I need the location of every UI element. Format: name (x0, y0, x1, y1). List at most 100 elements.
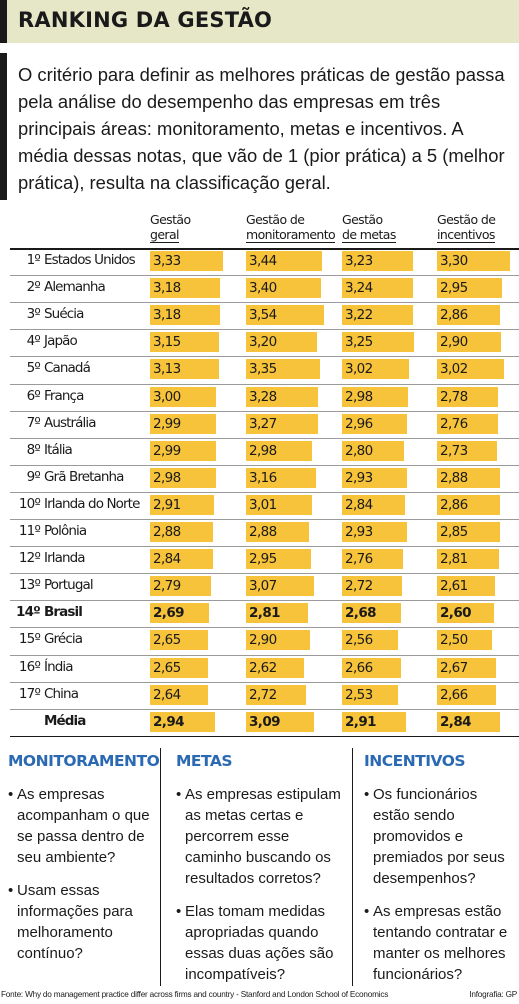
value-label: 2,99 (153, 442, 181, 459)
value-bar (150, 494, 214, 515)
value-label: 2,91 (345, 713, 377, 730)
value-bar (150, 522, 213, 542)
column-header-line: Gestão (150, 212, 191, 227)
value-label: 2,72 (345, 578, 373, 595)
rank-label: 3º (26, 306, 41, 323)
country-name: Irlanda do Norte (44, 495, 140, 512)
value-label: 2,90 (249, 632, 277, 649)
value-label: 2,84 (345, 496, 373, 513)
value-bar (150, 576, 211, 597)
column-header-line: de metas (342, 227, 396, 243)
value-label: 3,27 (249, 415, 277, 432)
value-label: 2,85 (440, 524, 468, 540)
table-top-line (10, 248, 519, 250)
value-label: 3,15 (153, 334, 181, 351)
country-name: Grécia (44, 631, 83, 648)
value-bar (342, 386, 408, 407)
intro-text: O critério para definir as melhores prát… (18, 64, 505, 193)
value-label: 2,50 (440, 632, 468, 649)
row-divider (10, 410, 519, 412)
value-label: 2,86 (440, 496, 468, 513)
value-bar (437, 467, 500, 488)
value-bar (437, 413, 498, 434)
value-label: 3,24 (345, 280, 373, 297)
rank-label: 5º (26, 360, 41, 377)
bullet-item: • As empresas estipulam as metas certas e… (176, 784, 348, 889)
value-bar (342, 305, 413, 326)
value-bar (342, 603, 401, 624)
value-bar (437, 576, 495, 597)
value-bar (246, 711, 314, 732)
country-name: Estados Unidos (44, 252, 136, 268)
value-bar (246, 278, 321, 299)
bullet-dot-icon: • (176, 903, 182, 920)
value-label: 3,35 (249, 361, 277, 378)
value-bar (150, 684, 208, 705)
value-bar (437, 711, 500, 732)
value-bar (246, 657, 304, 678)
value-bar (150, 251, 223, 271)
value-bar (437, 332, 501, 353)
section-bullets: • As empresas acompanham o que se passa d… (8, 784, 158, 976)
value-bar (437, 278, 502, 299)
rank-label: 14º (15, 604, 41, 621)
value-label: 2,88 (440, 469, 468, 486)
value-label: 2,94 (153, 713, 185, 730)
column-header-line: Gestão de (437, 212, 496, 227)
value-bar (342, 251, 413, 271)
value-label: 2,84 (440, 713, 472, 730)
value-label: 3,00 (153, 388, 181, 405)
column-header-4: Gestão de incentivos (437, 212, 496, 243)
bullet-text: Elas tomam medidas apropriadas quando es… (185, 903, 334, 983)
value-label: 2,91 (153, 496, 181, 513)
country-name: Irlanda (44, 550, 86, 567)
country-name: Índia (44, 658, 74, 675)
value-bar (342, 494, 405, 515)
value-label: 2,93 (345, 469, 373, 486)
value-label: 2,79 (153, 578, 181, 595)
value-label: 2,76 (440, 415, 468, 432)
value-label: 2,96 (345, 415, 373, 432)
value-bar (437, 657, 496, 678)
value-label: 2,73 (440, 442, 468, 459)
row-divider (10, 356, 519, 358)
section-title: MONITORAMENTO (8, 752, 160, 770)
column-header-1: Gestão geral (150, 212, 191, 243)
value-bar (246, 413, 318, 434)
value-bar (342, 440, 404, 461)
value-label: 2,66 (440, 686, 468, 703)
value-label: 2,98 (153, 469, 181, 486)
rank-label: 4º (26, 333, 41, 350)
value-bar (437, 630, 492, 651)
section-bullets: • Os funcionários estão sendo promovidos … (364, 784, 514, 997)
value-bar (246, 576, 314, 597)
title-accent-bar (0, 0, 7, 43)
value-bar (342, 359, 409, 380)
bullet-text: Usam essas informações para melhoramento… (17, 882, 133, 962)
value-label: 2,90 (440, 334, 468, 351)
value-label: 3,16 (249, 469, 277, 486)
column-header-line: Gestão (342, 212, 383, 227)
value-label: 3,18 (153, 280, 181, 297)
intro-box: O critério para definir as melhores prát… (0, 53, 519, 200)
value-bar (246, 494, 312, 515)
row-divider (10, 302, 519, 304)
country-name: Alemanha (44, 279, 106, 296)
value-bar (437, 440, 497, 461)
value-bar (150, 657, 208, 678)
value-label: 2,80 (345, 442, 373, 459)
value-bar (246, 549, 311, 570)
value-bar (246, 522, 309, 542)
value-bar (342, 576, 402, 597)
value-label: 3,25 (345, 334, 373, 351)
section-bullets: • As empresas estipulam as metas certas e… (176, 784, 348, 997)
value-label: 2,64 (153, 686, 181, 703)
country-name: Polônia (44, 523, 87, 539)
bullet-text: As empresas acompanham o que se passa de… (17, 786, 150, 866)
country-name: Grã Bretanha (44, 468, 124, 485)
row-divider (10, 491, 519, 493)
value-label: 3,02 (345, 361, 373, 378)
value-bar (150, 549, 213, 570)
rank-label: 2º (26, 279, 41, 296)
country-name: China (44, 685, 79, 702)
